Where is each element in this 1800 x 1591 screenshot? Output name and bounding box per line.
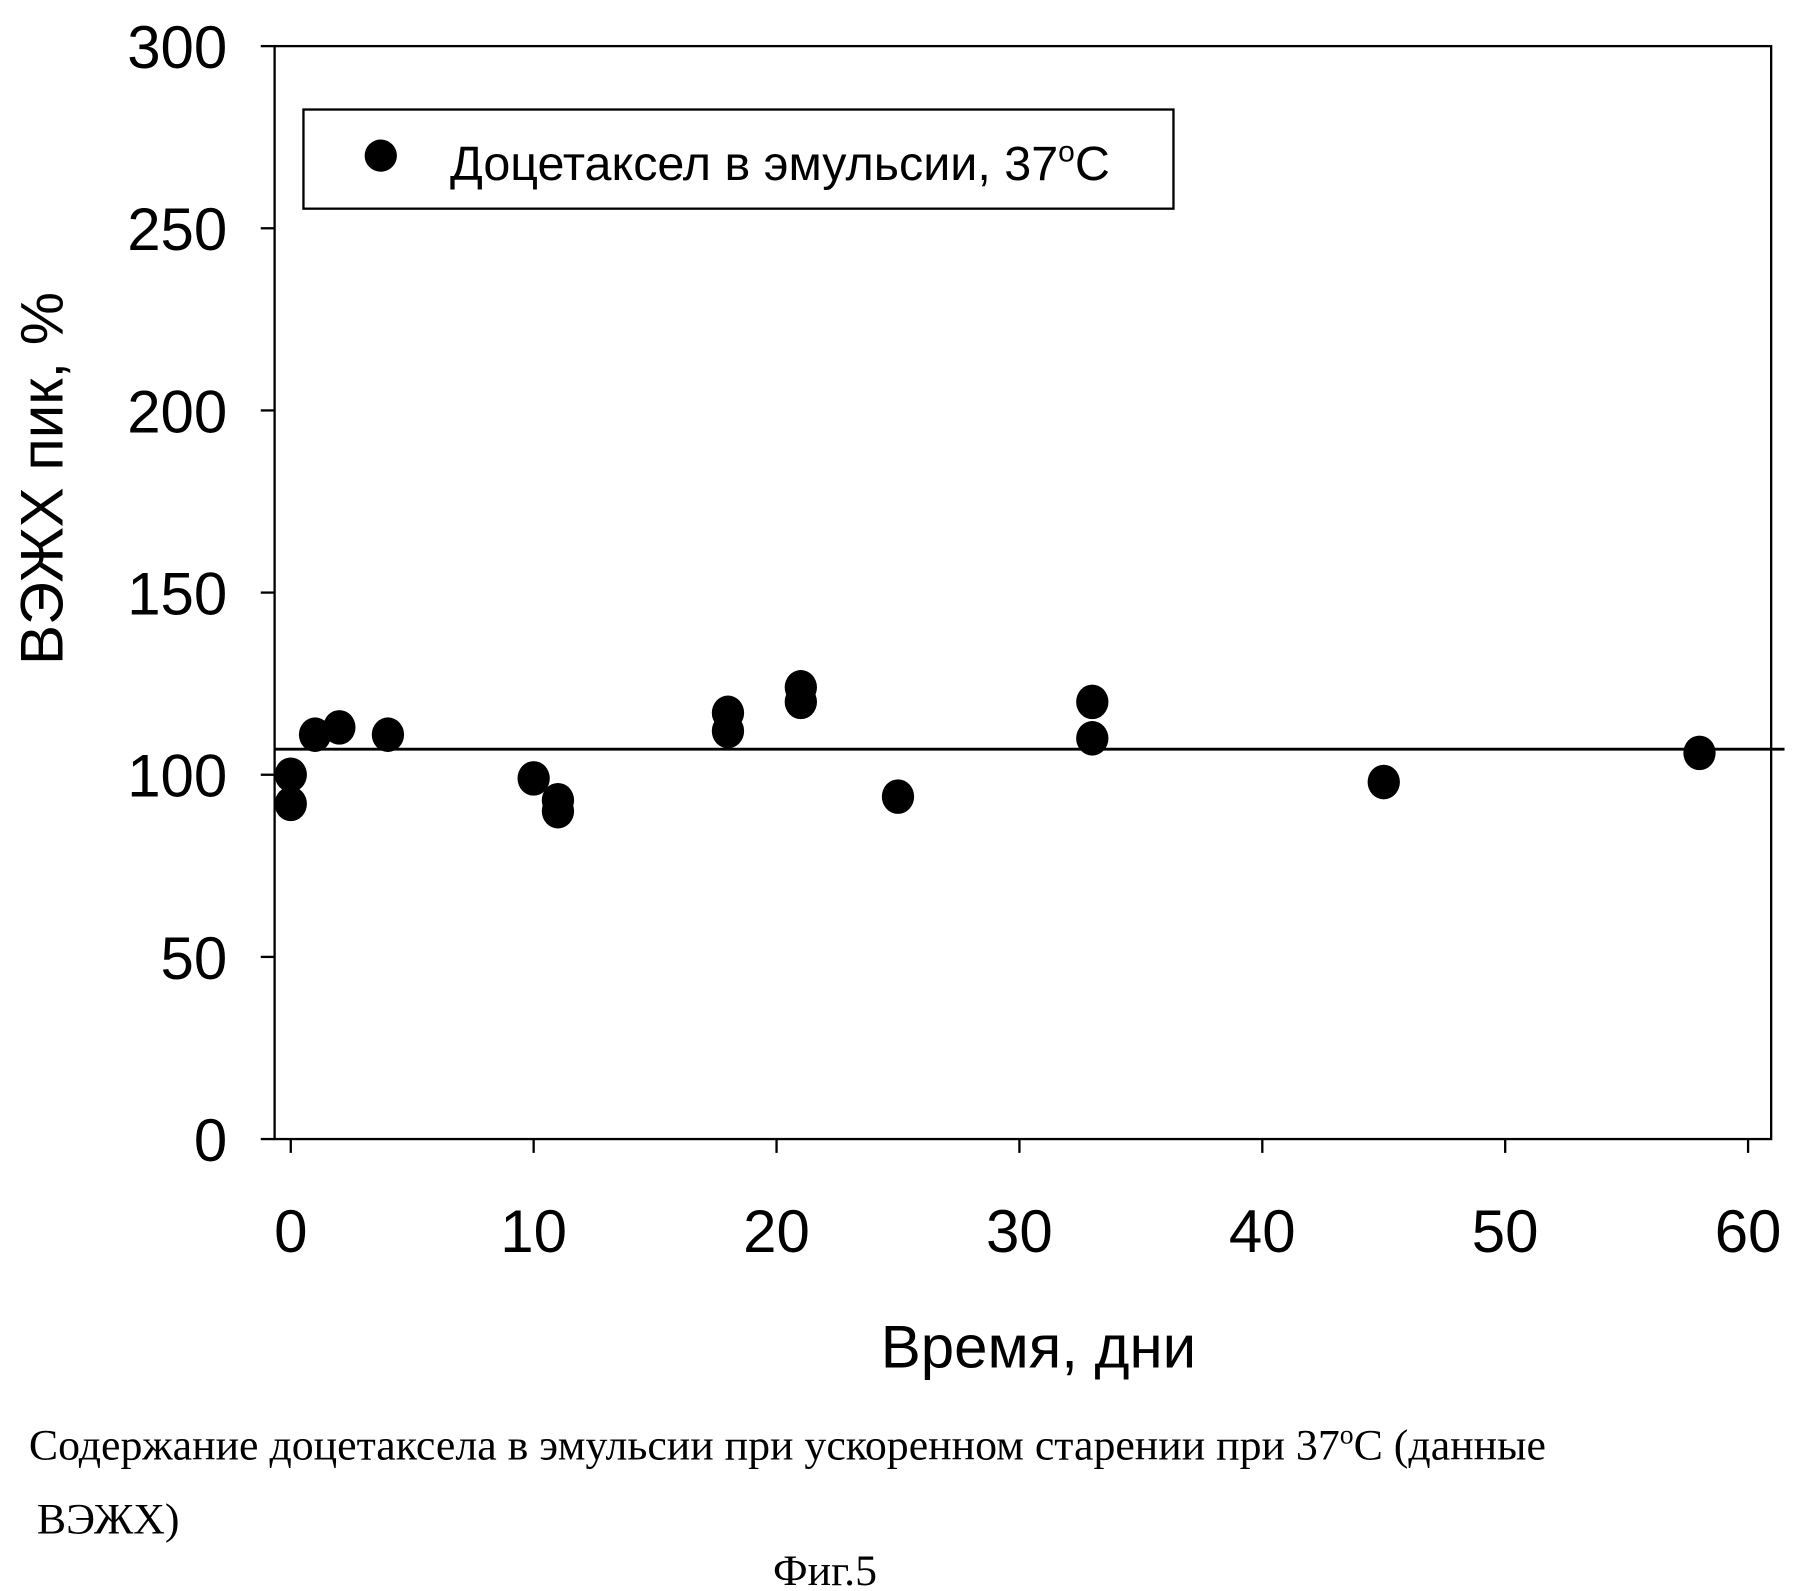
x-tick-label: 60 bbox=[1715, 1198, 1782, 1265]
y-tick-label: 300 bbox=[127, 14, 227, 81]
data-point bbox=[1683, 736, 1715, 771]
data-point bbox=[1076, 685, 1108, 720]
y-tick-label: 150 bbox=[127, 561, 227, 628]
data-point bbox=[882, 779, 914, 814]
legend-label: Доцетаксел в эмульсии, 37oC bbox=[450, 135, 1110, 190]
data-point bbox=[712, 714, 744, 749]
caption-line-1: Содержание доцетаксела в эмульсии при ус… bbox=[29, 1418, 1546, 1469]
data-point bbox=[542, 794, 574, 829]
data-point bbox=[323, 710, 355, 745]
x-tick-label: 0 bbox=[274, 1198, 307, 1265]
legend-marker bbox=[365, 140, 397, 172]
data-point bbox=[275, 787, 307, 822]
data-point bbox=[1076, 721, 1108, 756]
data-point bbox=[785, 685, 817, 720]
x-tick-label: 10 bbox=[500, 1198, 567, 1265]
y-tick-label: 250 bbox=[127, 196, 227, 263]
caption-line-2: ВЭЖХ) bbox=[37, 1495, 180, 1543]
data-point bbox=[1368, 765, 1400, 800]
plot-frame bbox=[275, 46, 1772, 1139]
y-tick-label: 50 bbox=[161, 925, 228, 992]
y-axis-label: ВЭЖХ пик, % bbox=[8, 292, 75, 665]
x-tick-label: 20 bbox=[743, 1198, 810, 1265]
x-tick-label: 40 bbox=[1229, 1198, 1296, 1265]
y-tick-label: 0 bbox=[194, 1107, 227, 1174]
figure-number: Фиг.5 bbox=[773, 1547, 877, 1591]
legend: Доцетаксел в эмульсии, 37oC bbox=[303, 110, 1173, 209]
x-tick-label: 50 bbox=[1472, 1198, 1539, 1265]
y-tick-label: 100 bbox=[127, 743, 227, 810]
x-axis-label: Время, дни bbox=[881, 1313, 1196, 1380]
y-tick-label: 200 bbox=[127, 378, 227, 445]
data-point bbox=[372, 717, 404, 752]
scatter-chart: 0 50 100 150 200 250 300 0 10 20 30 40 50 60 Доцетак… bbox=[0, 0, 1800, 1591]
x-tick-label: 30 bbox=[986, 1198, 1053, 1265]
